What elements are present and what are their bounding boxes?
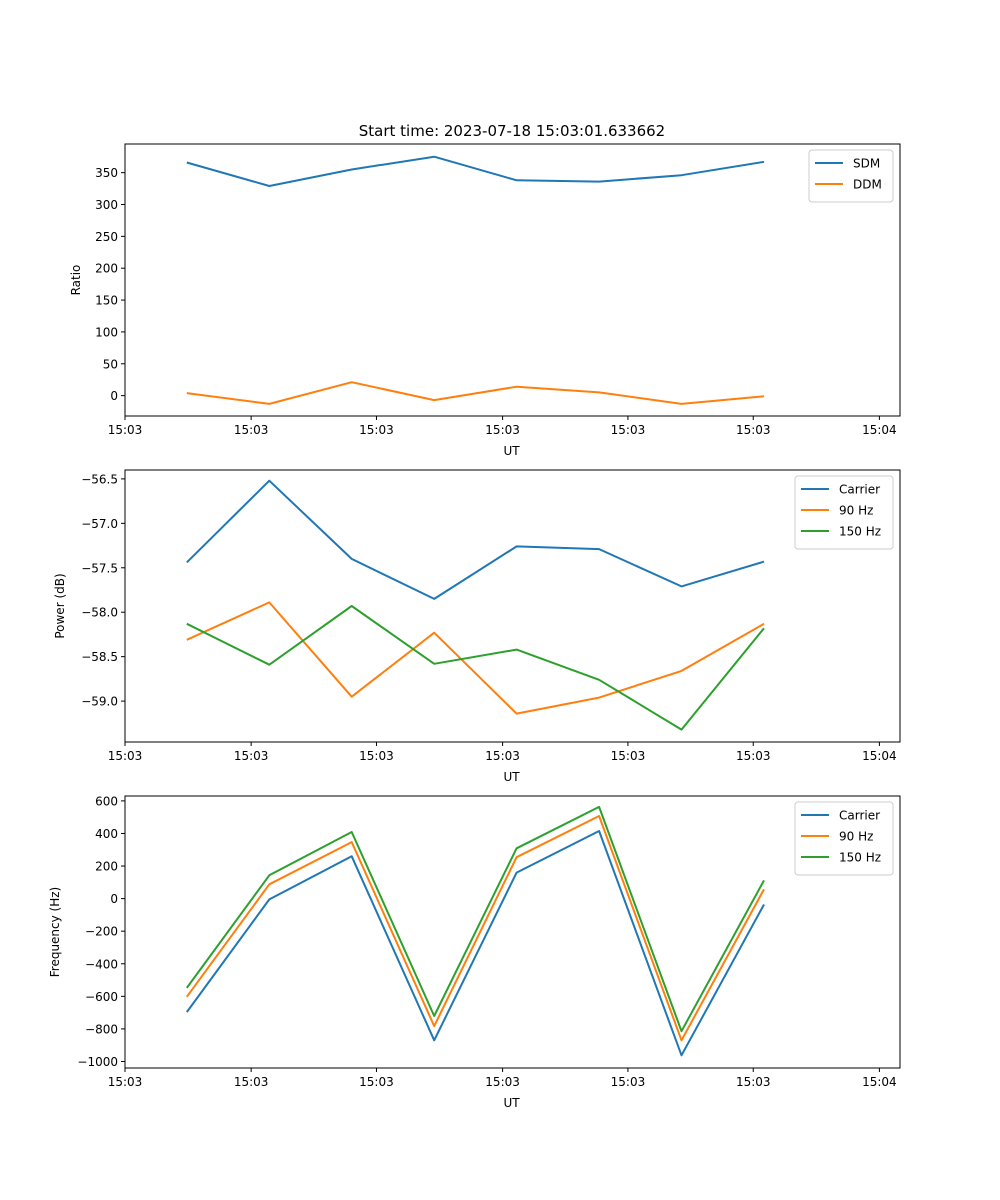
legend-label: DDM <box>853 178 882 192</box>
y-axis-label: Frequency (Hz) <box>48 887 62 978</box>
x-tick-label: 15:03 <box>736 423 771 437</box>
y-tick-label: −58.0 <box>81 606 118 620</box>
x-tick-label: 15:04 <box>862 749 897 763</box>
y-tick-label: 150 <box>95 294 118 308</box>
panel-1: 15:03 15:03 15:03 15:03 15:03 15:03 15:04 0 50 10… <box>69 143 901 458</box>
legend: SDM DDM <box>808 149 894 203</box>
x-tick-label: 15:03 <box>108 749 143 763</box>
y-tick-label: −400 <box>85 957 118 971</box>
x-tick-label: 15:03 <box>359 749 394 763</box>
y-tick-label: −200 <box>85 925 118 939</box>
y-tick-label: 200 <box>95 860 118 874</box>
series-line-90-hz <box>186 601 765 715</box>
y-tick-label: −57.5 <box>81 561 118 575</box>
legend: Carrier 90 Hz 150 Hz <box>794 801 894 876</box>
x-tick-label: 15:03 <box>485 1075 520 1089</box>
y-tick-label: 0 <box>110 389 118 403</box>
series-line-150-hz <box>185 805 765 1033</box>
axes-frame <box>124 795 901 1069</box>
legend-label: Carrier <box>839 483 880 497</box>
x-tick-label: 15:03 <box>108 1075 143 1089</box>
x-tick-label: 15:03 <box>234 749 269 763</box>
axes-frame <box>124 143 901 417</box>
legend-box <box>808 149 894 203</box>
y-tick-label: 0 <box>110 892 118 906</box>
legend-label: 150 Hz <box>839 851 881 865</box>
x-axis-label: UT <box>503 444 520 458</box>
y-axis-label: Power (dB) <box>53 573 67 638</box>
y-tick-label: −57.0 <box>81 517 118 531</box>
y-tick-label: 600 <box>95 794 118 808</box>
x-tick-label: 15:03 <box>611 1075 646 1089</box>
legend-label: SDM <box>853 157 880 171</box>
series-line-150-hz <box>186 605 765 731</box>
legend-label: 90 Hz <box>839 830 873 844</box>
panel-3: 15:03 15:03 15:03 15:03 15:03 15:03 15:04 600 40… <box>48 794 901 1110</box>
series-line-carrier <box>185 830 765 1057</box>
y-tick-label: −1000 <box>77 1055 118 1069</box>
x-tick-label: 15:03 <box>234 1075 269 1089</box>
x-tick-label: 15:03 <box>485 423 520 437</box>
x-tick-label: 15:03 <box>736 749 771 763</box>
y-tick-label: 250 <box>95 230 118 244</box>
figure-title: Start time: 2023-07-18 15:03:01.633662 <box>359 122 665 140</box>
x-tick-label: 15:03 <box>611 423 646 437</box>
y-tick-label: 300 <box>95 198 118 212</box>
y-tick-label: −58.5 <box>81 650 118 664</box>
y-tick-label: 350 <box>95 166 118 180</box>
series-line-sdm <box>186 155 765 187</box>
series-line-carrier <box>186 479 765 600</box>
x-tick-label: 15:03 <box>485 749 520 763</box>
x-tick-label: 15:04 <box>862 423 897 437</box>
x-tick-label: 15:03 <box>736 1075 771 1089</box>
legend-label: Carrier <box>839 809 880 823</box>
y-tick-label: 50 <box>103 357 118 371</box>
legend-label: 150 Hz <box>839 525 881 539</box>
panel-2: 15:03 15:03 15:03 15:03 15:03 15:03 15:04 −56.5… <box>53 469 901 784</box>
x-tick-label: 15:03 <box>611 749 646 763</box>
y-tick-label: −800 <box>85 1022 118 1036</box>
axes-frame <box>124 469 901 743</box>
series-line-ddm <box>186 381 765 405</box>
x-tick-label: 15:03 <box>359 1075 394 1089</box>
y-tick-label: 400 <box>95 827 118 841</box>
y-axis-label: Ratio <box>69 265 83 296</box>
x-axis-label: UT <box>503 770 520 784</box>
x-tick-label: 15:03 <box>359 423 394 437</box>
x-tick-label: 15:03 <box>108 423 143 437</box>
y-tick-label: −56.5 <box>81 472 118 486</box>
series-line-90-hz <box>185 815 765 1042</box>
legend: Carrier 90 Hz 150 Hz <box>794 475 894 550</box>
y-tick-label: −59.0 <box>81 695 118 709</box>
legend-label: 90 Hz <box>839 504 873 518</box>
y-tick-label: 100 <box>95 325 118 339</box>
x-axis-label: UT <box>503 1096 520 1110</box>
y-tick-label: −600 <box>85 990 118 1004</box>
y-tick-label: 200 <box>95 262 118 276</box>
x-tick-label: 15:04 <box>862 1075 897 1089</box>
x-tick-label: 15:03 <box>234 423 269 437</box>
